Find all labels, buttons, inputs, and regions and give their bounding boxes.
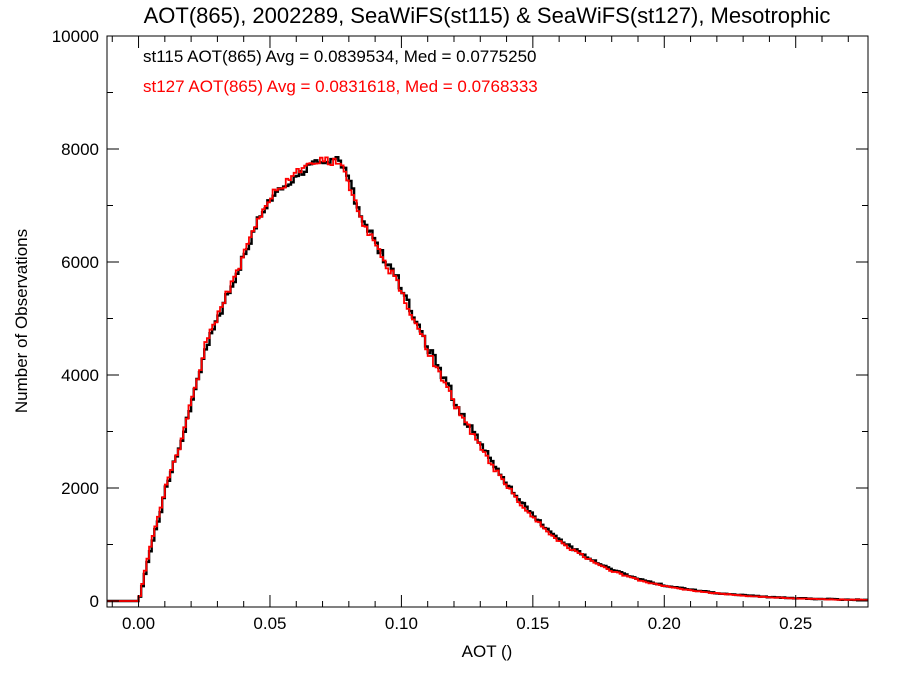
series-layer [107,155,868,603]
x-axis-label: AOT () [462,642,513,661]
y-tick-label: 8000 [61,140,99,159]
legend-entry-st115: st115 AOT(865) Avg = 0.0839534, Med = 0.… [143,47,537,66]
y-tick-label: 2000 [61,479,99,498]
x-tick-label: 0.00 [122,614,155,633]
chart-title: AOT(865), 2002289, SeaWiFS(st115) & SeaW… [144,3,831,28]
ticks-layer: 0.00 0.05 0.10 0.15 0.20 0.25 0 2000 4000 6000 800… [52,27,868,633]
legend: st115 AOT(865) Avg = 0.0839534, Med = 0.… [143,47,538,96]
x-tick-label: 0.20 [648,614,681,633]
y-tick-label: 10000 [52,27,99,46]
x-tick-label: 0.15 [516,614,549,633]
y-tick-label: 4000 [61,366,99,385]
x-tick-label: 0.25 [779,614,812,633]
legend-entry-st127: st127 AOT(865) Avg = 0.0831618, Med = 0.… [143,77,538,96]
plot-frame [106,35,869,608]
y-tick-label: 0 [90,592,99,611]
x-tick-label: 0.10 [385,614,418,633]
y-tick-label: 6000 [61,253,99,272]
series-st127-line [107,156,868,602]
y-axis-label: Number of Observations [12,229,31,413]
series-st115-line [107,155,868,603]
x-tick-label: 0.05 [253,614,286,633]
